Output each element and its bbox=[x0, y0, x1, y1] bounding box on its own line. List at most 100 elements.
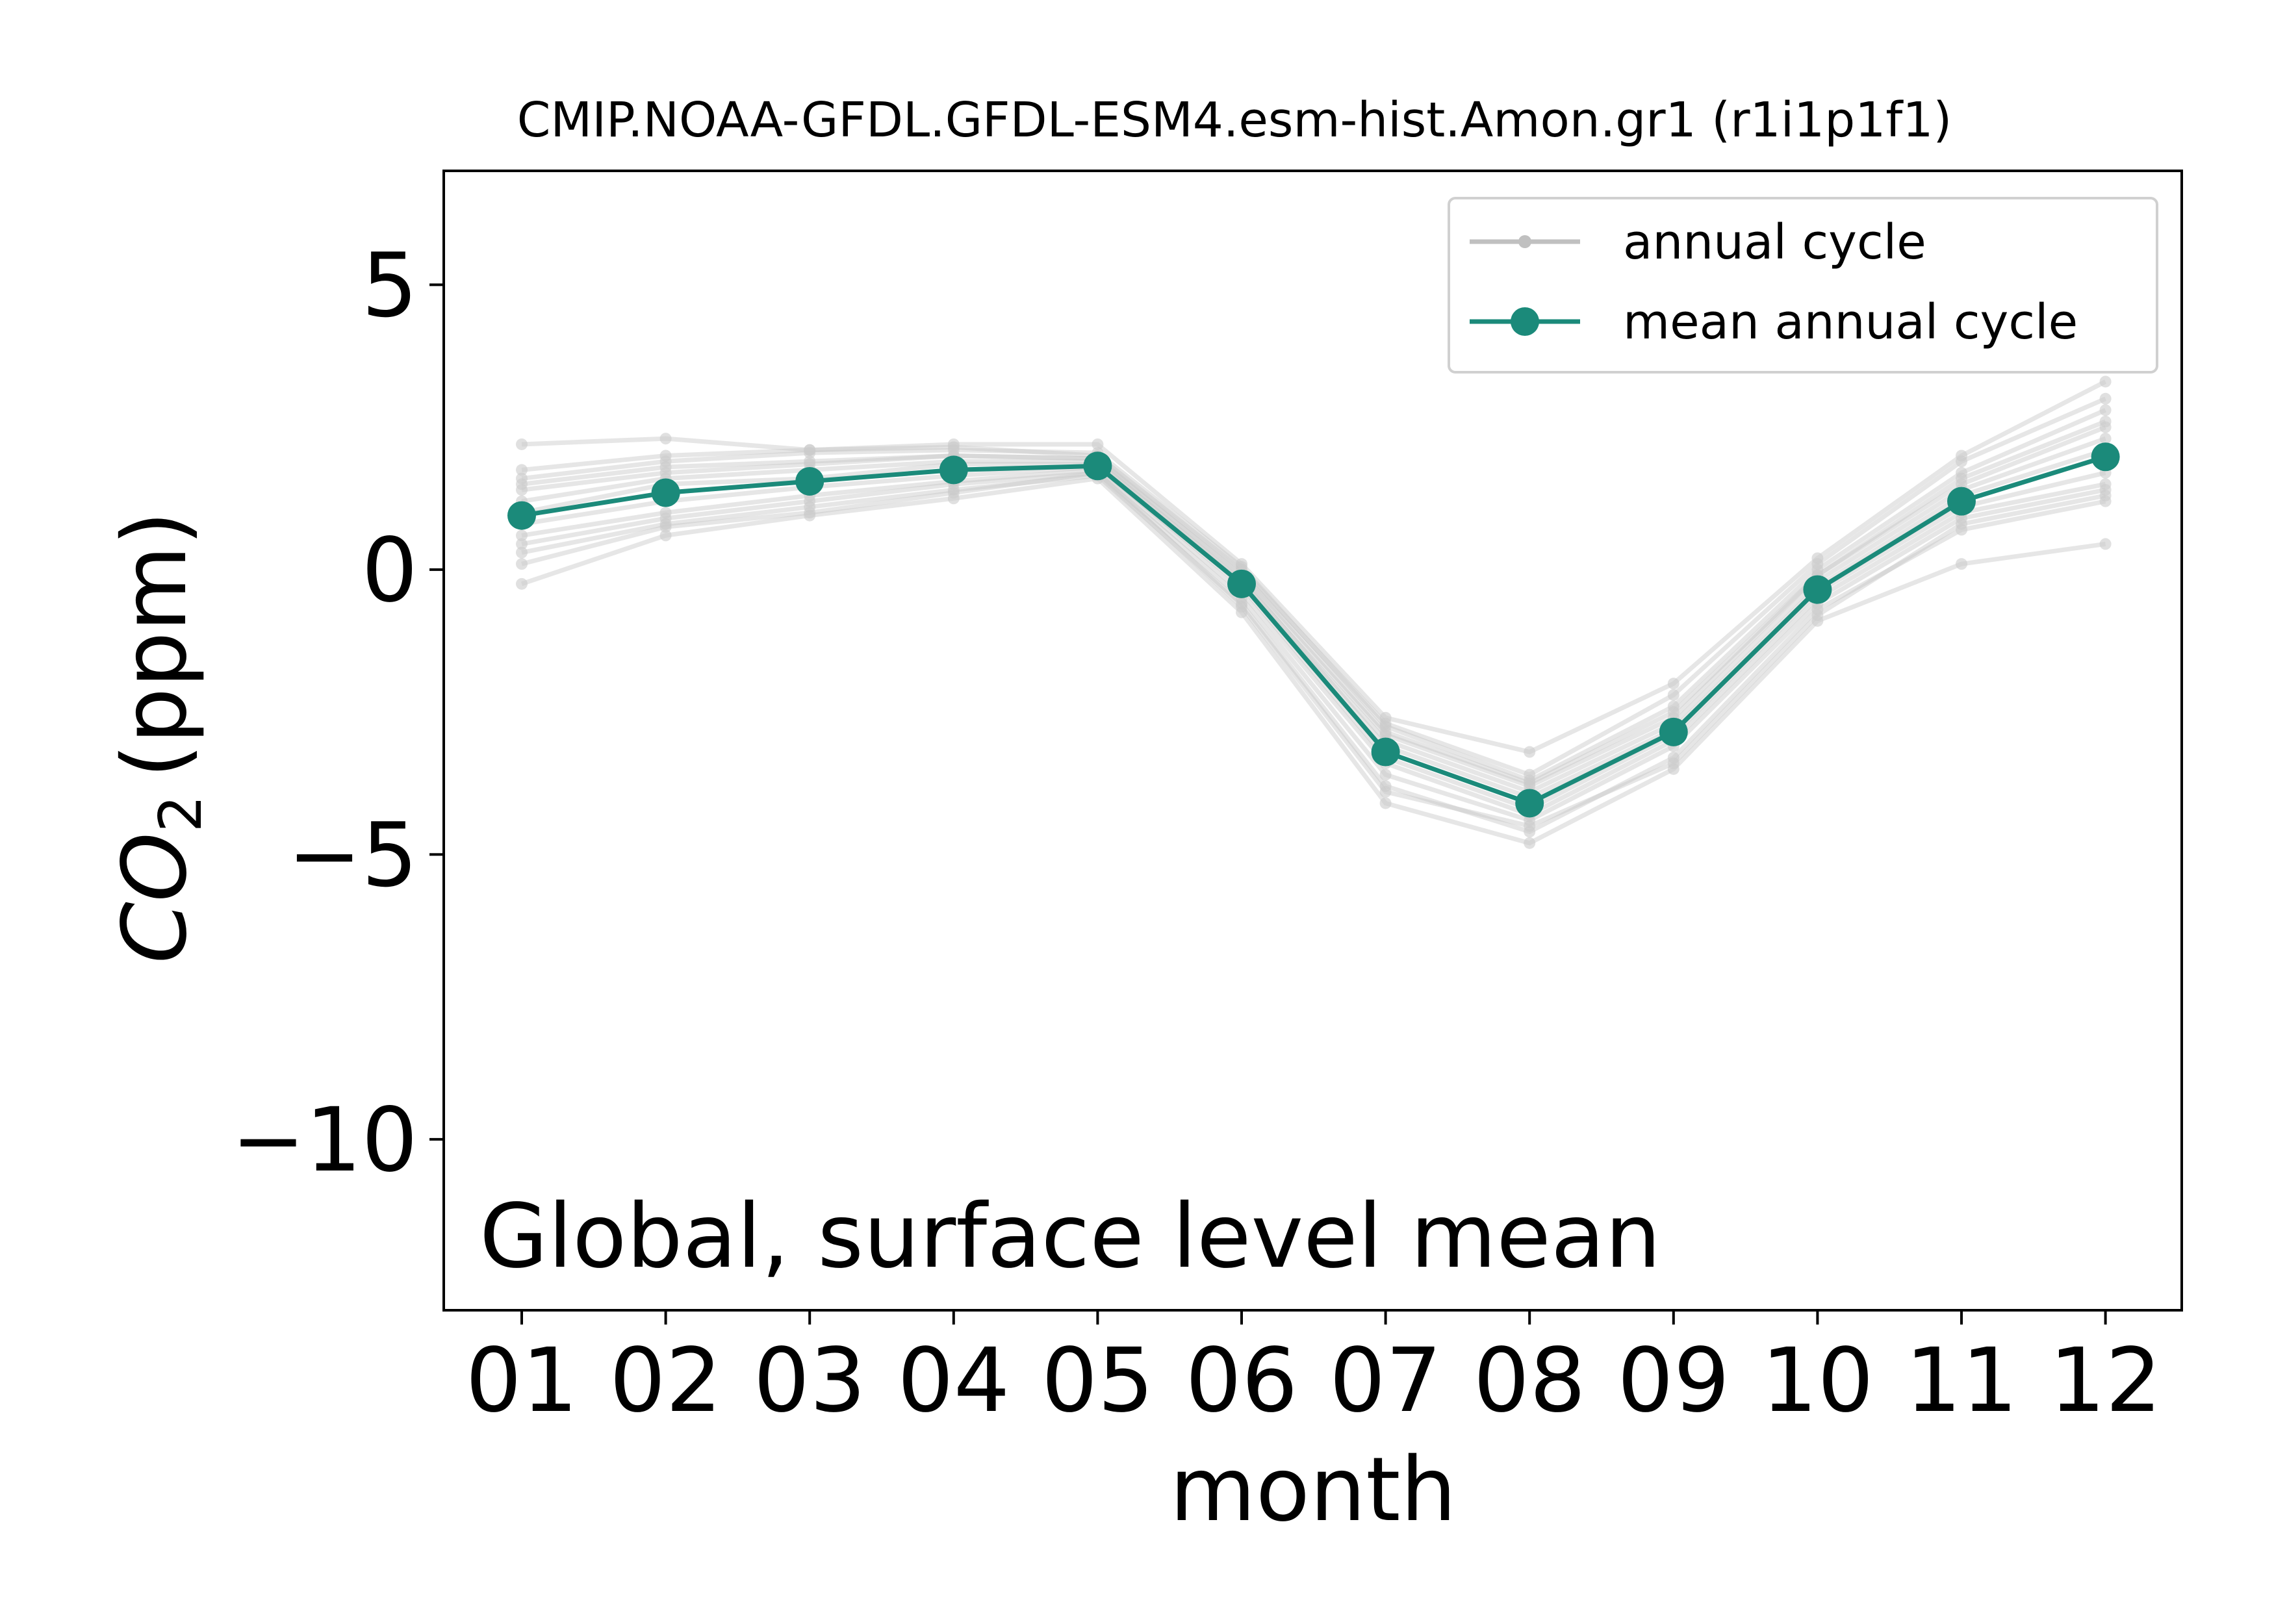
annual-cycle-lines bbox=[516, 375, 2112, 849]
annual-cycle-point bbox=[659, 433, 672, 445]
x-tick-label: 11 bbox=[1905, 1330, 2017, 1432]
y-axis-label-subscript: 2 bbox=[147, 795, 215, 832]
x-tick-label: 04 bbox=[897, 1330, 1010, 1432]
annual-cycle-point bbox=[1667, 706, 1680, 718]
mean-annual-cycle-point bbox=[1371, 737, 1400, 767]
annual-cycle-line bbox=[521, 467, 2106, 817]
annual-cycle-line bbox=[521, 473, 2106, 835]
annual-cycle-line bbox=[521, 436, 2106, 794]
legend-annual-cycle-label: annual cycle bbox=[1623, 214, 1926, 270]
y-tick-label: 5 bbox=[361, 235, 418, 337]
x-tick-label: 03 bbox=[754, 1330, 866, 1432]
plot-frame bbox=[442, 170, 2183, 1312]
annual-cycle-line bbox=[521, 379, 2107, 755]
annual-cycle-line bbox=[521, 396, 2106, 778]
annual-cycle-line bbox=[521, 419, 2106, 789]
chart-title: CMIP.NOAA-GFDL.GFDL-ESM4.esm-hist.Amon.g… bbox=[517, 92, 1952, 148]
x-tick-label: 12 bbox=[2049, 1330, 2162, 1432]
annual-cycle-point bbox=[1667, 678, 1680, 690]
annual-cycle-point bbox=[516, 464, 528, 476]
legend-mean-cycle-marker bbox=[1511, 307, 1539, 336]
annual-cycle-point bbox=[1379, 726, 1392, 738]
annual-cycle-point bbox=[1667, 689, 1680, 701]
mean-annual-cycle-point bbox=[2091, 442, 2120, 472]
annual-cycle-line bbox=[520, 476, 2106, 846]
annual-cycle-line bbox=[521, 470, 2106, 829]
annual-cycle-point bbox=[516, 577, 528, 590]
y-axis-label-unit: (ppm) bbox=[104, 511, 207, 778]
x-tick-label: 01 bbox=[465, 1330, 578, 1432]
annual-cycle-point bbox=[804, 458, 816, 470]
mean-annual-cycle-point bbox=[507, 501, 536, 530]
legend-annual-cycle-marker bbox=[1518, 235, 1531, 248]
annual-cycle-point bbox=[516, 472, 528, 485]
annual-cycle-point bbox=[2099, 538, 2112, 550]
annual-cycle-line bbox=[521, 464, 2106, 812]
x-tick-label: 06 bbox=[1185, 1330, 1297, 1432]
annual-cycle-point bbox=[1379, 768, 1392, 781]
annual-cycle-point bbox=[804, 507, 816, 519]
annual-cycle-point bbox=[1956, 455, 1967, 468]
annual-cycle-point bbox=[2099, 392, 2112, 405]
y-axis-label: CO2 (ppm) bbox=[104, 511, 215, 964]
legend-mean-cycle-label: mean annual cycle bbox=[1623, 294, 2078, 350]
plot-area bbox=[507, 375, 2120, 849]
mean-annual-cycle-polyline bbox=[521, 454, 2106, 806]
x-axis-label: month bbox=[1169, 1439, 1456, 1542]
annual-cycle-point bbox=[2099, 375, 2112, 388]
x-tick-label: 05 bbox=[1041, 1330, 1154, 1432]
x-axis-ticks: 01 02 03 04 05 06 07 08 09 10 11 12 bbox=[465, 1310, 2162, 1432]
legend: annual cycle mean annual cycle bbox=[1448, 197, 2158, 374]
annual-cycle-point bbox=[2099, 484, 2112, 496]
mean-annual-cycle-point bbox=[651, 478, 680, 507]
region-annotation: Global, surface level mean bbox=[479, 1186, 1661, 1288]
annual-cycle-point bbox=[1956, 512, 1967, 524]
x-tick-label: 09 bbox=[1617, 1330, 1730, 1432]
annual-cycle-point bbox=[2099, 433, 2112, 445]
annual-cycle-line bbox=[521, 408, 2106, 783]
annual-cycle-line bbox=[521, 448, 2106, 800]
annual-cycle-line bbox=[521, 425, 2106, 786]
annual-cycle-point bbox=[1956, 478, 1967, 490]
annual-cycle-point bbox=[1524, 837, 1536, 849]
annual-cycle-point bbox=[516, 484, 528, 496]
mean-annual-cycle-point bbox=[1515, 789, 1544, 818]
annual-cycle-point bbox=[659, 521, 672, 533]
mean-annual-cycle-point bbox=[939, 455, 968, 485]
annual-cycle-point bbox=[1379, 797, 1392, 809]
annual-cycle-point bbox=[2099, 404, 2112, 416]
annual-cycle-point bbox=[804, 447, 816, 459]
annual-cycle-point bbox=[1811, 609, 1824, 622]
annual-cycle-point bbox=[659, 466, 672, 479]
annual-cycle-point bbox=[1236, 600, 1247, 613]
mean-annual-cycle-point bbox=[1227, 569, 1256, 598]
annual-cycle-point bbox=[1956, 558, 1967, 570]
annual-cycle-point bbox=[1524, 814, 1536, 826]
mean-annual-cycle-line bbox=[507, 442, 2120, 818]
annual-cycle-point bbox=[516, 546, 528, 559]
x-tick-label: 08 bbox=[1474, 1330, 1586, 1432]
annual-cycle-line bbox=[521, 470, 2106, 823]
legend-box bbox=[1448, 197, 2158, 374]
mean-annual-cycle-point bbox=[795, 466, 824, 496]
annual-cycle-point bbox=[516, 529, 528, 542]
annual-cycle-point bbox=[1524, 746, 1536, 758]
x-tick-label: 02 bbox=[609, 1330, 722, 1432]
x-tick-label: 07 bbox=[1329, 1330, 1442, 1432]
annual-cycle-point bbox=[2099, 421, 2112, 433]
mean-annual-cycle-point bbox=[1083, 451, 1112, 481]
annual-cycle-point bbox=[516, 558, 528, 570]
y-axis-ticks: 5 0 −5 −10 bbox=[231, 235, 444, 1192]
annual-cycle-point bbox=[947, 487, 960, 499]
annual-cycle-point bbox=[659, 512, 672, 524]
y-tick-label: −5 bbox=[288, 804, 418, 907]
annual-cycle-point bbox=[516, 538, 528, 550]
annual-cycle-point bbox=[1379, 785, 1392, 798]
annual-cycle-point bbox=[1524, 777, 1536, 789]
annual-cycle-point bbox=[1667, 757, 1680, 770]
y-tick-label: −10 bbox=[231, 1089, 418, 1192]
annual-cycle-point bbox=[1956, 466, 1967, 479]
mean-annual-cycle-point bbox=[1803, 575, 1832, 604]
annual-cycle-point bbox=[659, 455, 672, 468]
